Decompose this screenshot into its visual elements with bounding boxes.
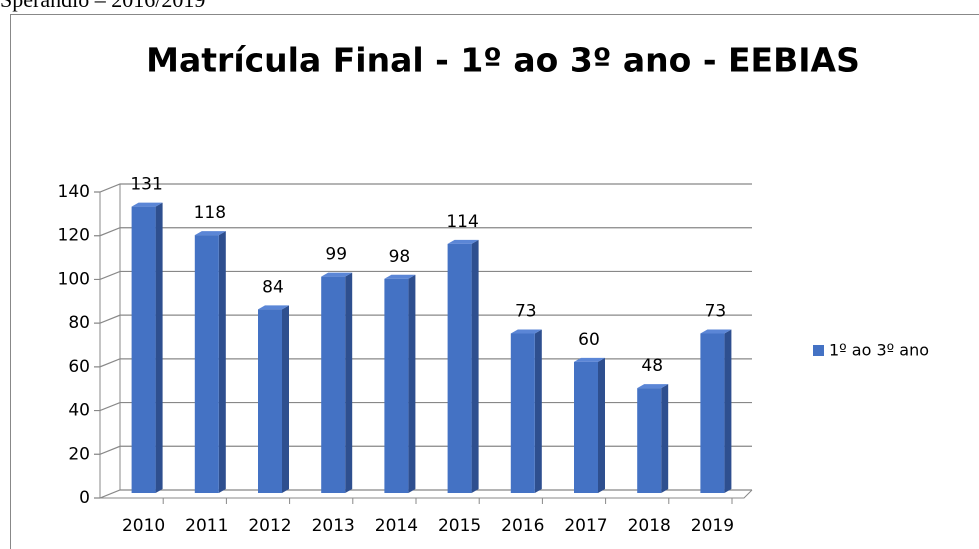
y-tick-label: 80 [68,313,90,333]
bar-top [258,305,289,310]
bar-side [724,329,732,493]
bar-front [510,333,535,493]
data-label: 84 [262,277,284,297]
data-label: 114 [446,212,478,232]
y-tick-label: 20 [68,444,90,464]
y-tick-label: 40 [68,401,90,421]
bar [384,274,416,493]
bar-side [282,305,289,493]
bar-front [447,243,472,493]
bar-front [384,278,409,493]
x-tick-label: 2010 [122,516,165,536]
bar-front [258,309,282,493]
y-tick-label: 100 [58,269,90,289]
bar-side [471,239,479,493]
data-label: 131 [130,175,162,195]
floor [100,489,753,499]
bar [510,329,542,493]
grid-line [94,270,752,281]
bar [700,329,732,493]
bar [574,357,605,493]
data-label: 73 [515,301,537,321]
bar-side [661,384,669,493]
bar-top [321,272,353,277]
grid-line [94,314,752,324]
grid-line [94,445,752,455]
y-tick-label: 0 [79,488,90,508]
bar-front [194,235,219,494]
bar-side [345,272,353,493]
x-tick-label: 2011 [185,516,228,536]
bar-front [131,206,156,493]
legend-swatch [813,345,824,356]
bar-top [447,239,479,244]
bar-top [131,202,163,207]
bar-top [194,231,226,236]
data-label: 98 [389,247,411,267]
chart-frame [10,14,979,549]
x-tick-label: 2019 [691,516,734,536]
data-label: 73 [705,301,727,321]
x-tick-label: 2015 [438,516,481,536]
legend-label: 1º ao 3º ano [829,341,929,360]
x-tick-label: 2012 [248,516,291,536]
bar-top [510,329,542,334]
data-label: 118 [194,203,226,223]
x-tick-label: 2018 [628,516,671,536]
caption: Sperandio – 2016/2019 [0,0,205,12]
x-tick-label: 2013 [312,516,355,536]
bar-top [637,384,669,389]
x-tick-label: 2016 [501,516,544,536]
bar [131,202,163,493]
bar-top [700,329,732,334]
grid-line [94,401,752,412]
grid-line [94,183,752,193]
grid-line [94,227,752,237]
bar-side [155,202,163,493]
bar-side [218,231,226,494]
bar-front [574,361,598,493]
data-label: 48 [641,356,663,376]
bar [258,305,289,493]
bar-side [534,329,542,493]
bar-side [408,274,416,493]
bar [447,239,479,493]
bar-front [637,388,662,493]
data-label: 60 [578,330,600,350]
grid-line [94,489,752,499]
bar [194,231,226,494]
y-tick-label: 140 [58,182,90,202]
bar-top [384,274,416,279]
bar-top [574,357,605,362]
data-label: 99 [325,245,347,265]
bar-side [598,357,605,493]
chart-title: Matrícula Final - 1º ao 3º ano - EEBIAS [146,41,860,80]
bar-front [700,333,725,493]
bar [637,384,669,493]
y-tick-label: 120 [58,226,90,246]
x-tick-label: 2017 [564,516,607,536]
grid-line [94,358,752,368]
bar-front [321,276,346,493]
bar [321,272,353,493]
y-tick-label: 60 [68,357,90,377]
x-tick-label: 2014 [375,516,418,536]
